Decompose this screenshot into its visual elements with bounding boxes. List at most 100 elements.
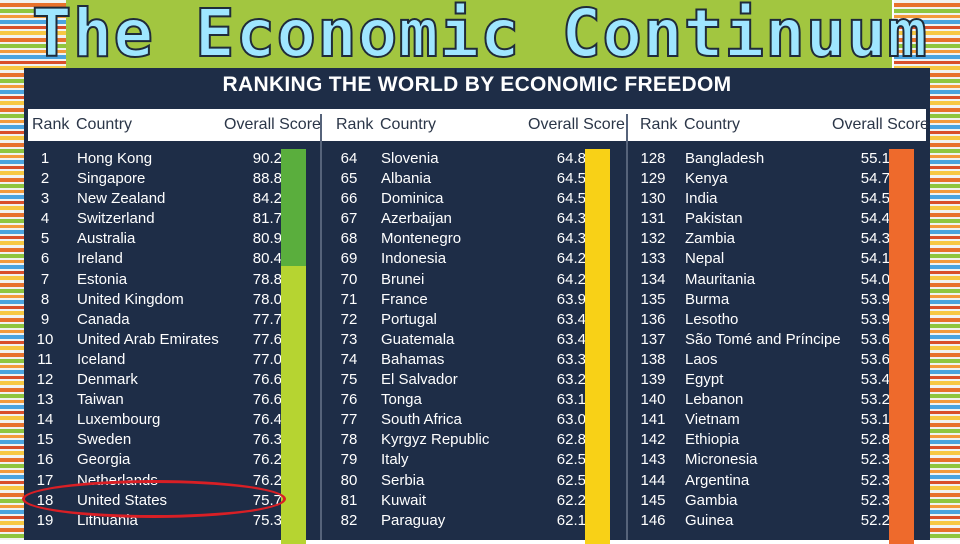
rank-cell: 12: [36, 371, 54, 389]
score-cell: 76.4: [252, 411, 282, 429]
table-row: 77 South Africa 63.0: [332, 410, 632, 430]
country-cell: Pakistan: [685, 210, 743, 228]
table-header-strip: [28, 109, 926, 141]
table-row: 141 Vietnam 53.1: [636, 410, 936, 430]
score-cell: 63.9: [556, 290, 586, 308]
score-cell: 53.9: [860, 290, 890, 308]
table-row: 10 United Arab Emirates 77.6: [28, 330, 328, 350]
table-row: 1 Hong Kong 90.2: [28, 149, 328, 169]
rank-cell: 139: [640, 371, 666, 389]
table-row: 131 Pakistan 54.4: [636, 209, 936, 229]
country-cell: Guinea: [685, 511, 734, 529]
score-cell: 64.8: [556, 150, 586, 167]
score-cell: 76.2: [252, 451, 282, 469]
score-cell: 53.4: [860, 371, 890, 389]
score-cell: 53.1: [860, 411, 890, 429]
ranking-column-2: Rank Country Overall Score 64 Slovenia 64.…: [332, 109, 632, 544]
rank-cell: 145: [640, 491, 666, 509]
rank-cell: 66: [340, 190, 358, 208]
rank-cell: 78: [340, 431, 358, 449]
rank-cell: 75: [340, 371, 358, 389]
score-cell: 52.3: [860, 471, 890, 489]
score-cell: 52.2: [860, 511, 890, 529]
score-cell: 75.3: [252, 511, 282, 529]
score-cell: 77.6: [252, 330, 282, 348]
rank-cell: 132: [640, 230, 666, 248]
score-cell: 63.3: [556, 350, 586, 368]
score-cell: 90.2: [252, 150, 282, 167]
table-row: 67 Azerbaijan 64.3: [332, 209, 632, 229]
score-cell: 52.8: [860, 431, 890, 449]
country-cell: India: [685, 190, 718, 208]
country-cell: Mauritania: [685, 270, 756, 288]
table-row: 15 Sweden 76.3: [28, 430, 328, 450]
rank-cell: 2: [40, 170, 50, 188]
rank-cell: 77: [340, 411, 358, 429]
country-cell: France: [381, 290, 428, 308]
rank-header: Rank: [32, 116, 70, 133]
rank-cell: 82: [340, 511, 358, 529]
table-row: 128 Bangladesh 55.1: [636, 149, 936, 169]
table-row: 8 United Kingdom 78.0: [28, 290, 328, 310]
score-header: Overall Score: [224, 116, 321, 133]
rank-cell: 9: [40, 310, 50, 328]
column-divider: [320, 114, 322, 540]
score-cell: 54.0: [860, 270, 890, 288]
ranking-rows: 128 Bangladesh 55.1 129 Kenya 54.7 130 India 54.…: [636, 149, 936, 531]
table-row: 75 El Salvador 63.2: [332, 370, 632, 390]
table-row: 2 Singapore 88.8: [28, 169, 328, 189]
score-cell: 63.4: [556, 310, 586, 328]
table-row: 13 Taiwan 76.6: [28, 390, 328, 410]
ranking-column-3: Rank Country Overall Score 128 Bangladesh…: [636, 109, 936, 544]
country-cell: Kenya: [685, 170, 728, 188]
country-cell: Kuwait: [381, 491, 427, 509]
rank-cell: 143: [640, 451, 666, 469]
score-cell: 63.4: [556, 330, 586, 348]
country-cell: São Tomé and Príncipe: [685, 330, 841, 348]
country-cell: Singapore: [77, 170, 146, 188]
rank-cell: 69: [340, 250, 358, 268]
score-cell: 76.6: [252, 371, 282, 389]
country-cell: Vietnam: [685, 411, 740, 429]
country-cell: Burma: [685, 290, 730, 308]
table-row: 73 Guatemala 63.4: [332, 330, 632, 350]
score-cell: 53.9: [860, 310, 890, 328]
country-header: Country: [684, 116, 741, 133]
table-row: 146 Guinea 52.2: [636, 511, 936, 531]
score-color-bar: [281, 149, 306, 544]
rank-cell: 7: [40, 270, 50, 288]
country-cell: Ethiopia: [685, 431, 740, 449]
score-cell: 54.3: [860, 230, 890, 248]
ranking-column-1: Rank Country Overall Score 1 Hong Kong 90.…: [28, 109, 328, 544]
table-row: 133 Nepal 54.1: [636, 249, 936, 269]
country-cell: Gambia: [685, 491, 738, 509]
country-header: Country: [380, 116, 437, 133]
country-cell: Italy: [381, 451, 409, 469]
score-cell: 76.2: [252, 471, 282, 489]
score-cell: 76.3: [252, 431, 282, 449]
score-cell: 80.4: [252, 250, 282, 268]
rank-header: Rank: [640, 116, 678, 133]
rank-cell: 144: [640, 471, 666, 489]
rank-cell: 8: [40, 290, 50, 308]
table-row: 12 Denmark 76.6: [28, 370, 328, 390]
country-cell: Brunei: [381, 270, 425, 288]
score-cell: 63.0: [556, 411, 586, 429]
rank-cell: 6: [40, 250, 50, 268]
table-row: 69 Indonesia 64.2: [332, 249, 632, 269]
country-cell: Georgia: [77, 451, 131, 469]
country-cell: Zambia: [685, 230, 736, 248]
country-cell: Lesotho: [685, 310, 739, 328]
score-cell: 54.7: [860, 170, 890, 188]
score-cell: 64.5: [556, 190, 586, 208]
rank-cell: 67: [340, 210, 358, 228]
freedom-ranking-panel: RANKING THE WORLD BY ECONOMIC FREEDOM Ra…: [24, 68, 930, 544]
score-cell: 62.5: [556, 471, 586, 489]
rank-cell: 80: [340, 471, 358, 489]
rank-cell: 129: [640, 170, 666, 188]
country-cell: Azerbaijan: [381, 210, 452, 228]
rank-cell: 1: [40, 150, 50, 167]
table-row: 76 Tonga 63.1: [332, 390, 632, 410]
score-cell: 62.2: [556, 491, 586, 509]
score-cell: 54.5: [860, 190, 890, 208]
